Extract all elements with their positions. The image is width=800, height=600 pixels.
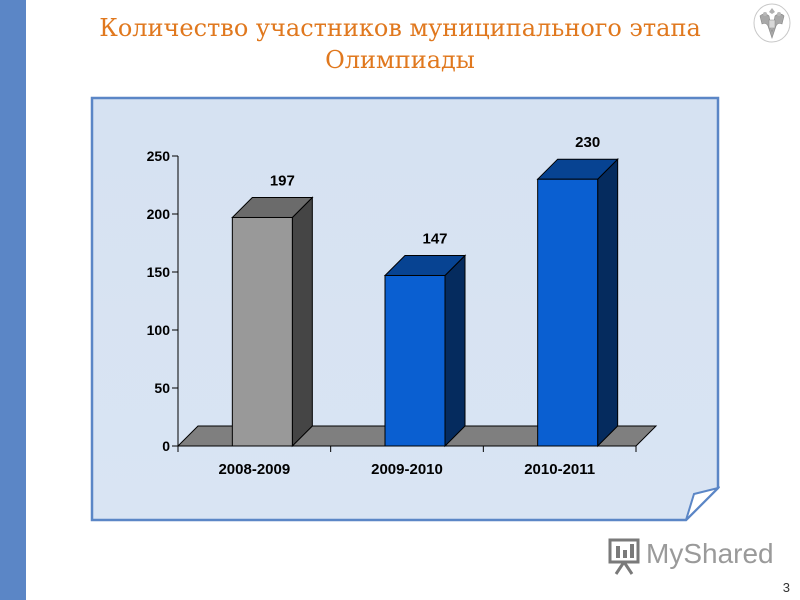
y-tick-label-100: 100 xyxy=(147,322,171,338)
slide-title-line-1: Количество участников муниципального эта… xyxy=(99,14,701,42)
bar-side-2010-2011 xyxy=(597,157,619,448)
data-label-2008-2009: 197 xyxy=(270,172,295,189)
y-tick-label-150: 150 xyxy=(147,264,171,280)
y-tick-label-200: 200 xyxy=(147,206,171,222)
watermark-text: MyShared xyxy=(646,538,774,569)
x-tick-label-2008-2009: 2008-2009 xyxy=(218,461,290,478)
data-label-2010-2011: 230 xyxy=(575,134,600,151)
bar-side-2008-2009 xyxy=(291,196,313,448)
bar-2008-2009 xyxy=(231,216,293,447)
watermark: MyShared xyxy=(606,536,774,576)
y-tick-label-250: 250 xyxy=(147,148,171,164)
presentation-board-icon xyxy=(608,538,640,575)
y-tick-label-50: 50 xyxy=(154,380,170,396)
slide-title-line-2: Олимпиады xyxy=(325,46,475,74)
bar-side-2009-2010 xyxy=(444,254,466,448)
chart-panel-page-curl xyxy=(685,486,720,521)
data-label-2009-2010: 147 xyxy=(422,230,447,247)
bar-2010-2011 xyxy=(537,178,599,447)
x-tick-label-2010-2011: 2010-2011 xyxy=(524,461,595,478)
y-tick-label-0: 0 xyxy=(162,438,170,454)
chart-panel: 0 50 100 150 200 250 197 2008-2009 147 2009-2010 2… xyxy=(90,96,720,524)
x-tick-label-2009-2010: 2009-2010 xyxy=(371,461,443,478)
page-number: 3 xyxy=(782,580,790,595)
slide-title: Количество участников муниципального эта… xyxy=(40,12,760,76)
bar-2009-2010 xyxy=(384,274,446,447)
left-accent-bar xyxy=(0,0,26,600)
bar-chart: 0 50 100 150 200 250 197 2008-2009 147 2009-2010 2… xyxy=(90,96,720,522)
russian-coat-of-arms-icon xyxy=(752,2,792,44)
